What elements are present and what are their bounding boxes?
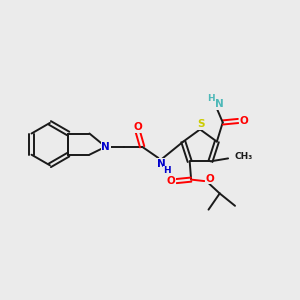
Text: CH₃: CH₃ [235,152,253,161]
Text: O: O [134,122,142,132]
Text: O: O [240,116,248,126]
Text: H: H [163,166,170,175]
Text: N: N [215,99,224,109]
Text: H: H [207,94,215,103]
Text: O: O [167,176,176,186]
Text: S: S [197,119,204,129]
Text: O: O [205,174,214,184]
Text: N: N [157,159,166,169]
Text: N: N [101,142,110,152]
